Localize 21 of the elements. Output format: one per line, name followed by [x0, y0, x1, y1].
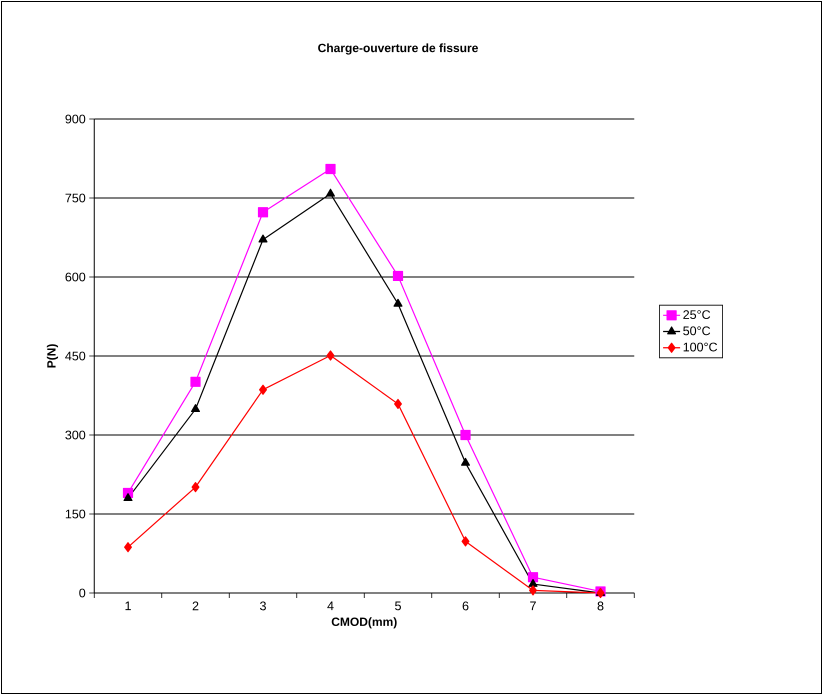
x-tick-label: 5 — [395, 602, 401, 610]
legend-label: 25°C — [683, 310, 710, 320]
y-tick-label: 450 — [65, 352, 86, 360]
y-axis-title: P(N) — [46, 344, 58, 368]
x-axis-title: CMOD(mm) — [332, 617, 397, 628]
legend-label: 100°C — [684, 342, 718, 352]
y-tick-label: 900 — [65, 114, 86, 124]
y-tick-label: 150 — [66, 510, 86, 518]
x-tick-label: 4 — [327, 602, 334, 610]
y-tick-label: 0 — [79, 588, 86, 598]
x-tick-label: 3 — [260, 602, 266, 610]
y-tick-label: 600 — [66, 272, 86, 282]
x-tick-label: 2 — [192, 602, 198, 610]
y-tick-label: 750 — [66, 194, 86, 202]
x-tick-label: 1 — [125, 602, 131, 610]
x-tick-label: 7 — [530, 602, 536, 610]
chart-title: Charge-ouverture de fissure — [318, 43, 478, 55]
legend-label: 50°C — [683, 326, 710, 336]
x-tick-label: 8 — [598, 602, 604, 610]
y-tick-label: 300 — [65, 430, 86, 440]
x-tick-label: 6 — [462, 602, 468, 610]
